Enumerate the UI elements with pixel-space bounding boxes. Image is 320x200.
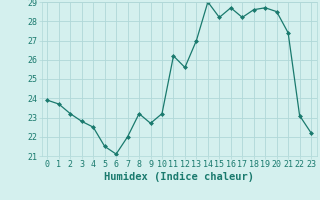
X-axis label: Humidex (Indice chaleur): Humidex (Indice chaleur) [104,172,254,182]
